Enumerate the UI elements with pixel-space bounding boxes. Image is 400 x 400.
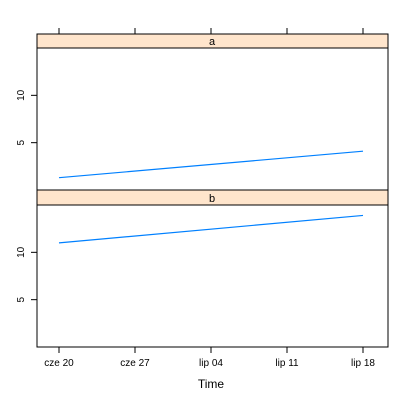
x-ticks-top	[58, 28, 364, 34]
x-tick-label: cze 20	[44, 358, 74, 369]
panel-b-frame	[36, 204, 389, 348]
x-axis-label: Time	[198, 377, 225, 391]
panel-b-lines	[58, 214, 364, 244]
panel-a-frame	[36, 47, 389, 191]
y-tick-label: 10	[16, 246, 27, 258]
x-tick-label: cze 27	[120, 358, 150, 369]
x-tick-labels: cze 20 cze 27 lip 04 lip 11 lip 18	[44, 358, 375, 369]
panel-a-lines	[58, 150, 364, 179]
x-tick-label: lip 04	[199, 358, 223, 369]
panel-a-y-ticks: 5 10	[16, 89, 37, 145]
series-line-b	[58, 214, 364, 244]
panel-b-strip-label: b	[209, 193, 215, 205]
y-tick-label: 5	[16, 296, 27, 302]
series-line-a	[58, 150, 364, 179]
y-tick-label: 5	[16, 139, 27, 145]
panel-a: a 5 10	[16, 33, 389, 191]
panel-b-strip	[36, 189, 389, 206]
panel-b-y-ticks: 5 10	[16, 246, 37, 302]
x-ticks-bottom	[58, 347, 364, 353]
panel-a-strip-label: a	[209, 36, 216, 48]
y-tick-label: 10	[16, 89, 27, 101]
panel-a-strip	[36, 33, 389, 49]
x-tick-label: lip 11	[275, 358, 299, 369]
panel-b: b 5 10	[16, 189, 389, 348]
x-tick-label: lip 18	[351, 358, 375, 369]
